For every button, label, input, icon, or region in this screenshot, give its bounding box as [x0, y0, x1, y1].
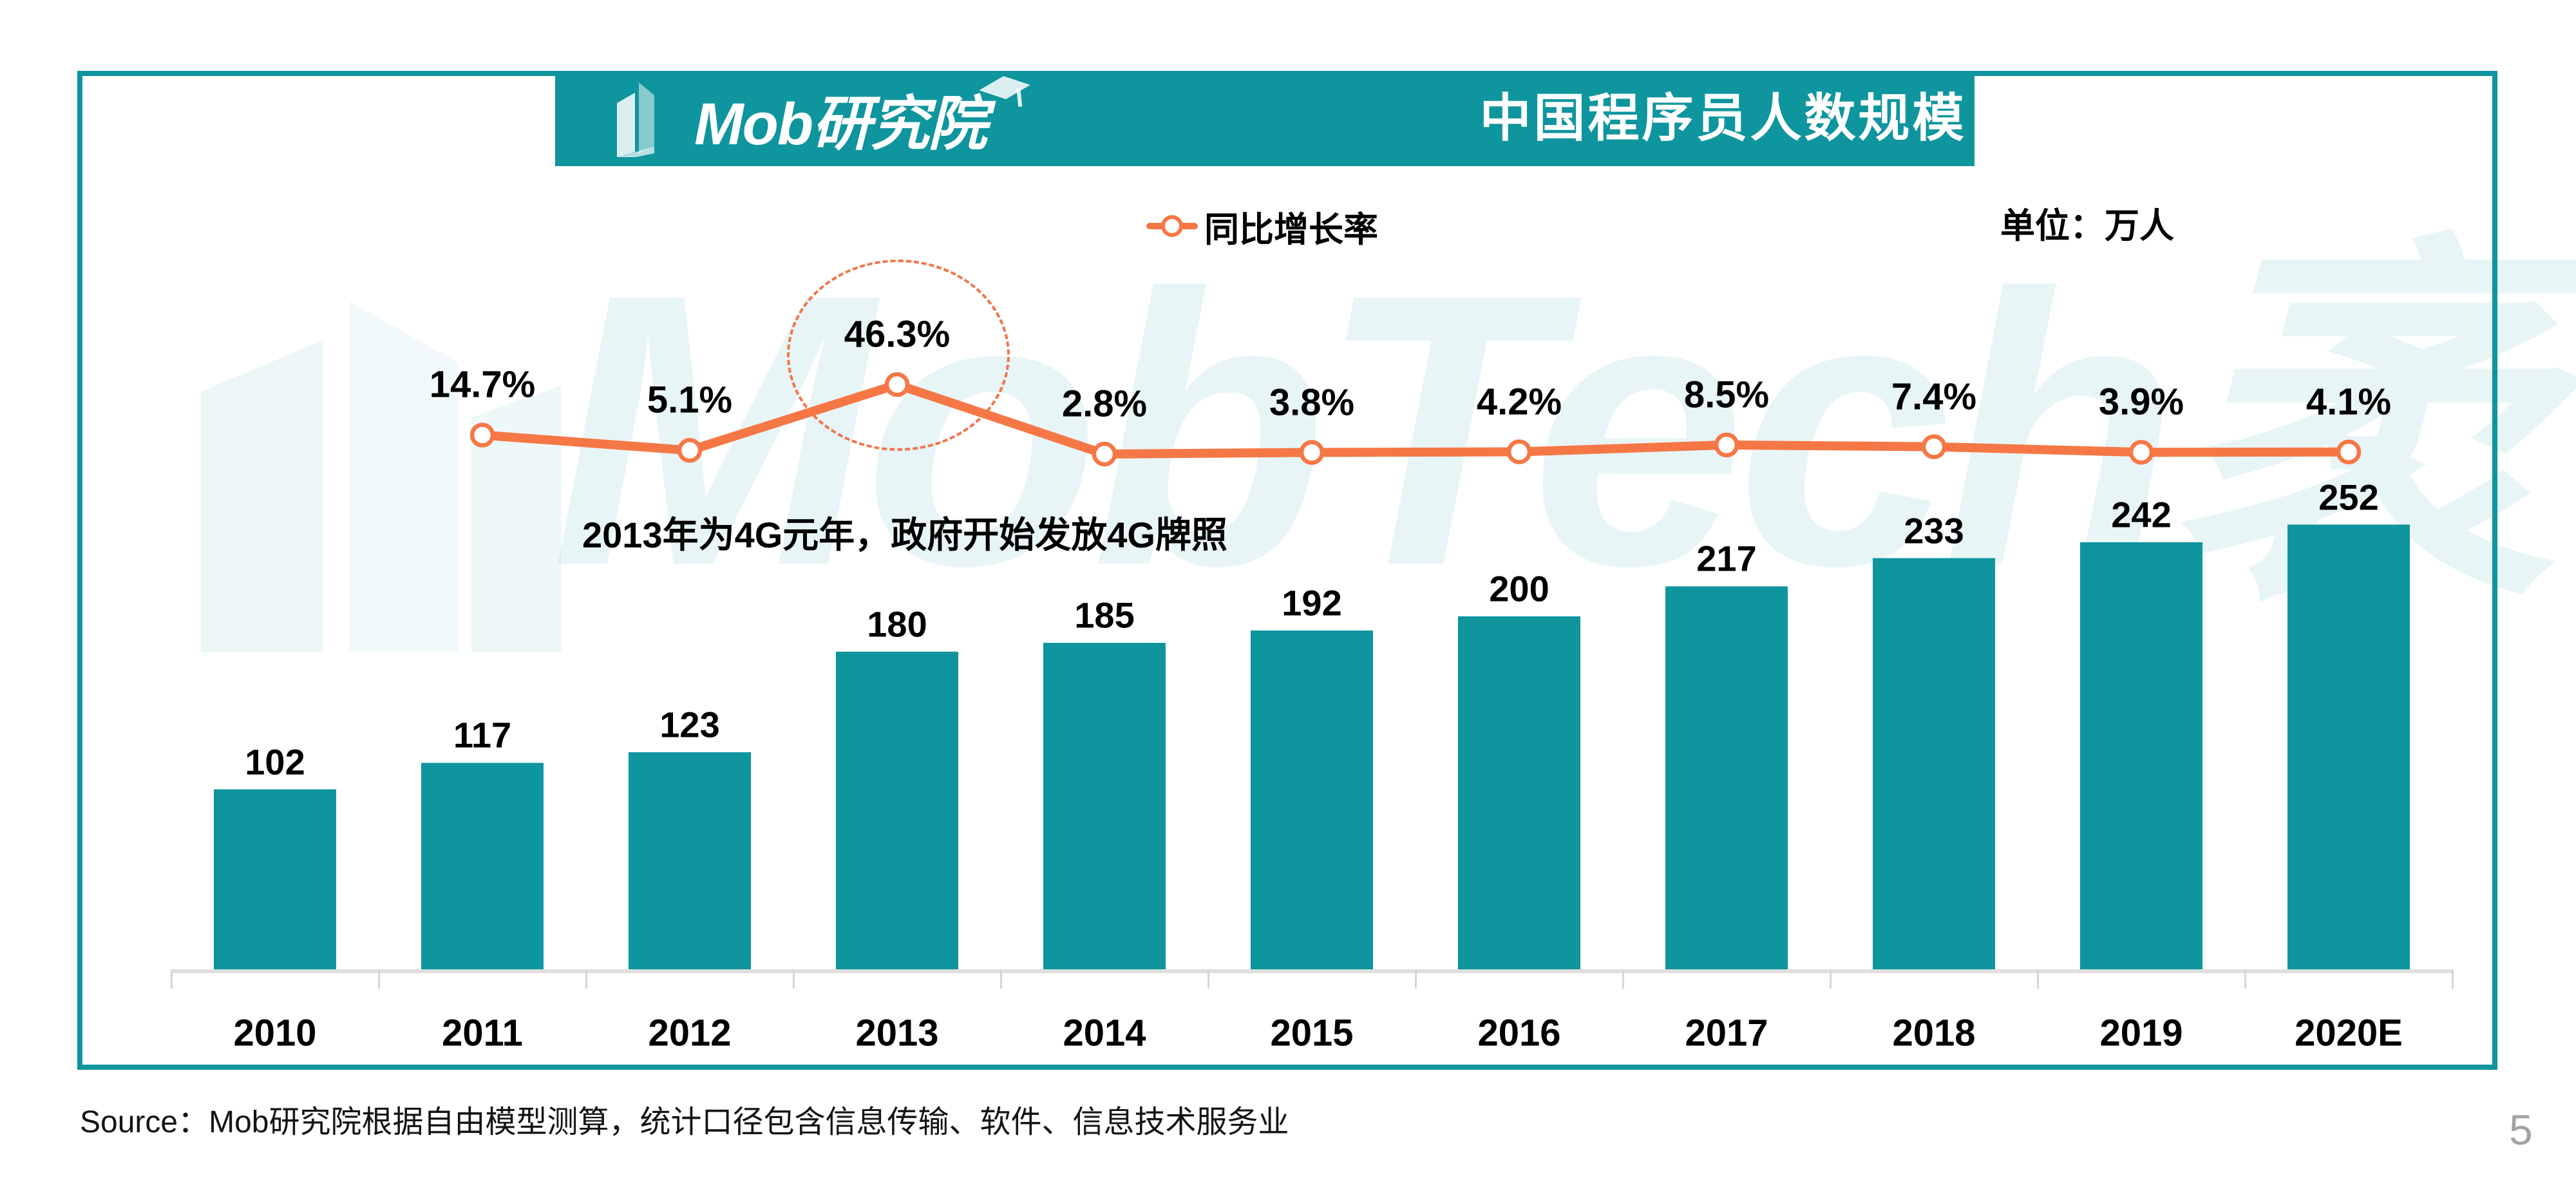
growth-marker-2012 [677, 438, 703, 463]
bar-2018 [1873, 558, 1995, 969]
legend: 同比增长率 [1146, 206, 1378, 249]
bar-2017 [1665, 586, 1788, 969]
bar-2010 [214, 789, 336, 969]
growth-marker-2015 [1299, 440, 1325, 465]
x-axis-tick [2244, 969, 2246, 989]
growth-line [478, 380, 2353, 459]
page-number: 5 [2509, 1106, 2533, 1154]
header-banner: Mob研究院 中国程序员人数规模 [555, 71, 1975, 166]
x-axis-tick [1415, 969, 1417, 989]
x-axis-tick [1208, 969, 1209, 989]
bar-2014 [1043, 643, 1166, 969]
legend-label: 同比增长率 [1204, 210, 1378, 249]
bar-2011 [421, 763, 544, 969]
growth-marker-2017 [1714, 432, 1739, 458]
highlight-ellipse [787, 260, 1010, 451]
line-series-legend-icon [1146, 215, 1198, 237]
x-axis-tick [1000, 969, 1002, 989]
graduation-cap-icon [979, 76, 1030, 107]
bar-2013 [836, 651, 958, 969]
logo-text: Mob研究院 [694, 91, 987, 157]
bar-2019 [2080, 542, 2202, 969]
unit-label: 单位：万人 [2000, 207, 2174, 245]
x-axis-tick [2037, 969, 2039, 989]
growth-marker-2020E [2336, 439, 2362, 465]
x-axis-tick [793, 969, 795, 989]
x-axis-tick [171, 969, 173, 989]
x-axis-tick [1830, 969, 1832, 989]
chart-title: 中国程序员人数规模 [1479, 90, 1967, 147]
x-axis-tick [378, 969, 380, 989]
growth-marker-2016 [1506, 439, 1532, 464]
source-note: Source：Mob研究院根据自由模型测算，统计口径包含信息传输、软件、信息技术… [80, 1105, 1289, 1139]
growth-marker-2013 [884, 372, 910, 397]
building-icon [617, 82, 654, 157]
growth-marker-2019 [2128, 440, 2154, 465]
bar-2015 [1251, 630, 1373, 969]
growth-marker-2011 [469, 423, 495, 448]
legend-circle-marker [1161, 215, 1183, 237]
x-axis-tick [585, 969, 587, 989]
bar-2016 [1458, 616, 1580, 969]
growth-marker-2014 [1092, 441, 1117, 467]
x-axis-line [171, 969, 2452, 973]
growth-marker-2018 [1921, 434, 1947, 459]
annotation-4g-note: 2013年为4G元年，政府开始发放4G牌照 [582, 515, 1227, 555]
bar-2020E [2287, 524, 2410, 969]
x-axis-tick [1622, 969, 1624, 989]
bar-2012 [629, 752, 751, 969]
x-axis-tick [2452, 969, 2454, 989]
mob-logo: Mob研究院 [612, 71, 1036, 166]
